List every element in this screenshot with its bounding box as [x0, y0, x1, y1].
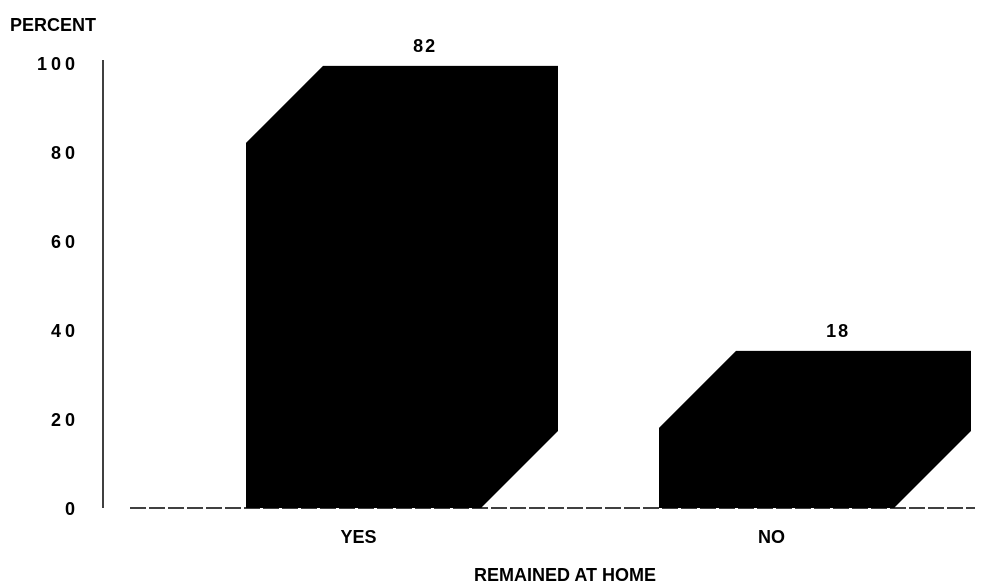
x-tick-label: NO — [758, 527, 785, 547]
value-label: 82 — [413, 36, 437, 56]
x-tick-label: YES — [340, 527, 376, 547]
y-tick-label: 40 — [51, 321, 79, 341]
value-label: 18 — [826, 321, 850, 341]
x-axis-title: REMAINED AT HOME — [474, 565, 656, 584]
y-tick-label: 100 — [37, 54, 79, 74]
y-axis-ticks: 0 20 40 60 80 100 — [37, 54, 79, 519]
y-axis-title: PERCENT — [10, 15, 96, 35]
y-tick-label: 80 — [51, 143, 79, 163]
y-tick-label: 60 — [51, 232, 79, 252]
value-labels: 82 18 — [413, 36, 850, 341]
y-tick-label: 20 — [51, 410, 79, 430]
bar-no — [659, 350, 971, 508]
bars — [246, 65, 971, 508]
bar-yes — [246, 65, 558, 508]
x-axis-ticks: YES NO — [340, 527, 785, 547]
y-tick-label: 0 — [65, 499, 79, 519]
